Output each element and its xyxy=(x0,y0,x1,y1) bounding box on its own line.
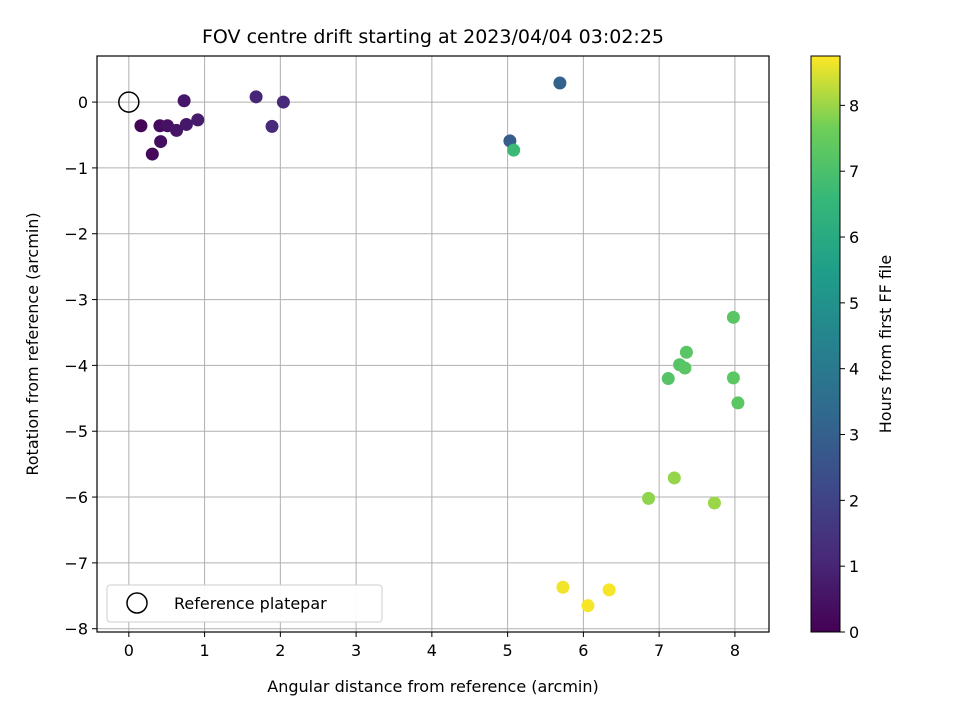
chart-title: FOV centre drift starting at 2023/04/04 … xyxy=(202,26,664,48)
y-tick-label: −3 xyxy=(64,291,88,310)
y-tick-label: −5 xyxy=(64,422,88,441)
data-point xyxy=(134,119,148,133)
data-point xyxy=(661,372,675,386)
data-point xyxy=(556,580,570,594)
plot-frame xyxy=(96,55,770,633)
x-tick-label: 1 xyxy=(199,641,209,660)
colorbar-tick-label: 2 xyxy=(849,491,859,510)
data-point xyxy=(154,135,168,149)
legend-marker xyxy=(126,592,148,614)
data-point xyxy=(276,95,290,109)
data-point xyxy=(667,471,681,485)
data-point xyxy=(553,76,567,90)
colorbar-tick-label: 8 xyxy=(849,96,859,115)
data-point xyxy=(191,113,205,127)
reference-point xyxy=(118,91,140,113)
data-point xyxy=(731,396,745,410)
data-points xyxy=(118,76,745,613)
data-point xyxy=(726,310,740,324)
colorbar-gradient xyxy=(810,55,841,633)
x-tick-label: 3 xyxy=(351,641,361,660)
data-point xyxy=(581,599,595,613)
data-point xyxy=(507,143,521,157)
data-point xyxy=(170,123,184,137)
y-tick-label: −2 xyxy=(64,225,88,244)
y-tick-label: 0 xyxy=(78,93,88,112)
data-point xyxy=(678,361,692,375)
x-tick-label: 2 xyxy=(275,641,285,660)
x-tick-label: 5 xyxy=(503,641,513,660)
colorbar-tick-label: 3 xyxy=(849,426,859,445)
colorbar-tick-label: 1 xyxy=(849,557,859,576)
colorbar-ticks: 0 1 2 3 4 5 6 7 8 xyxy=(840,96,859,642)
x-tick-label: 8 xyxy=(730,641,740,660)
colorbar-tick-label: 4 xyxy=(849,360,859,379)
data-point xyxy=(177,94,191,108)
data-point xyxy=(249,90,263,104)
y-axis-label: Rotation from reference (arcmin) xyxy=(23,212,42,475)
data-point xyxy=(265,119,279,133)
data-point xyxy=(642,491,656,505)
colorbar-tick-label: 0 xyxy=(849,623,859,642)
y-tick-label: −7 xyxy=(64,554,88,573)
data-point xyxy=(145,147,159,161)
colorbar-tick-label: 7 xyxy=(849,162,859,181)
x-tick-label: 7 xyxy=(654,641,664,660)
axis-ticks: 0 1 2 3 4 5 6 7 8 0 −1 −2 −3 −4 −5 −6 −7 −8 xyxy=(64,93,740,660)
grid xyxy=(97,56,769,632)
y-tick-label: −4 xyxy=(64,356,88,375)
x-tick-label: 0 xyxy=(124,641,134,660)
y-tick-label: −6 xyxy=(64,488,88,507)
colorbar: 0 1 2 3 4 5 6 7 8 Hours from first FF file xyxy=(810,55,895,642)
x-axis-label: Angular distance from reference (arcmin) xyxy=(267,677,598,696)
data-point xyxy=(707,496,721,510)
colorbar-tick-label: 5 xyxy=(849,294,859,313)
x-tick-label: 6 xyxy=(578,641,588,660)
colorbar-tick-label: 6 xyxy=(849,228,859,247)
legend-label: Reference platepar xyxy=(174,594,327,613)
colorbar-label: Hours from first FF file xyxy=(876,255,895,434)
data-point xyxy=(726,371,740,385)
legend-box xyxy=(106,584,383,623)
data-point xyxy=(679,345,693,359)
y-tick-label: −8 xyxy=(64,620,88,639)
legend: Reference platepar xyxy=(106,584,383,623)
data-point xyxy=(602,583,616,597)
data-point xyxy=(179,117,193,131)
x-tick-label: 4 xyxy=(427,641,437,660)
y-tick-label: −1 xyxy=(64,159,88,178)
